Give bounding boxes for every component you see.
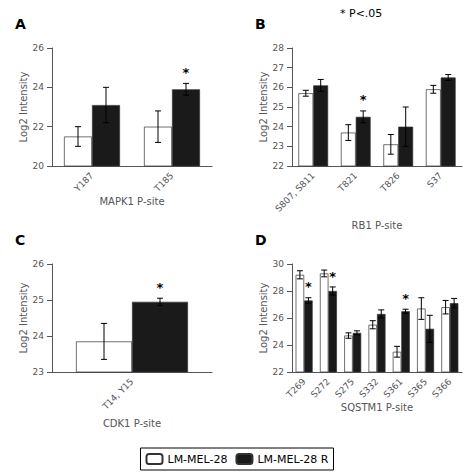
svg-text:S275: S275 [333,376,356,399]
svg-text:*: * [305,279,312,294]
svg-text:T821: T821 [335,170,359,194]
svg-text:T14, Y15: T14, Y15 [100,376,136,412]
svg-text:20: 20 [33,161,45,171]
svg-text:LM-MEL-28: LM-MEL-28 [167,453,227,466]
svg-text:SQSTM1 P-site: SQSTM1 P-site [341,402,413,413]
svg-text:22: 22 [273,161,284,171]
svg-text:*: * [329,269,336,284]
svg-text:B: B [255,16,266,32]
svg-text:24: 24 [33,331,45,341]
svg-text:26: 26 [33,43,45,53]
svg-text:28: 28 [273,43,285,53]
svg-text:Y187: Y187 [72,170,96,194]
svg-text:S365: S365 [406,376,429,399]
svg-text:LM-MEL-28 R: LM-MEL-28 R [257,453,328,466]
svg-text:30: 30 [273,259,285,269]
svg-text:24: 24 [273,122,285,132]
svg-text:22: 22 [33,122,44,132]
svg-text:C: C [15,232,25,248]
svg-text:S807, S811: S807, S811 [273,170,316,213]
svg-text:26: 26 [33,259,45,269]
svg-text:25: 25 [273,102,284,112]
svg-text:S272: S272 [309,376,332,399]
svg-text:D: D [255,232,267,248]
svg-text:*: * [360,92,367,107]
svg-text:24: 24 [33,82,45,92]
svg-text:S361: S361 [382,376,405,399]
svg-text:28: 28 [273,286,285,296]
svg-text:MAPK1 P-site: MAPK1 P-site [99,196,164,207]
svg-text:24: 24 [273,340,285,350]
svg-text:23: 23 [273,141,284,151]
svg-text:25: 25 [33,295,44,305]
svg-text:T826: T826 [378,170,402,194]
svg-text:T269: T269 [284,376,308,400]
svg-text:26: 26 [273,82,285,92]
svg-text:S366: S366 [430,376,453,399]
svg-text:27: 27 [273,63,284,73]
svg-text:A: A [15,16,26,32]
svg-text:*: * [183,65,190,80]
svg-text:S332: S332 [357,376,380,399]
svg-text:Log2 Intensity: Log2 Intensity [18,282,29,353]
svg-text:Log2 Intensity: Log2 Intensity [258,282,269,353]
svg-text:T185: T185 [152,170,176,194]
svg-text:S37: S37 [425,170,444,189]
svg-text:CDK1 P-site: CDK1 P-site [103,418,161,429]
svg-text:23: 23 [33,367,44,377]
svg-text:RB1 P-site: RB1 P-site [352,220,403,231]
svg-text:*: * [402,291,409,306]
svg-text:*: * [157,280,164,295]
svg-text:Log2 Intensity: Log2 Intensity [258,71,269,142]
svg-text:22: 22 [273,367,284,377]
svg-text:Log2 Intensity: Log2 Intensity [18,71,29,142]
svg-text:26: 26 [273,313,285,323]
svg-text:* P<.05: * P<.05 [340,7,382,20]
